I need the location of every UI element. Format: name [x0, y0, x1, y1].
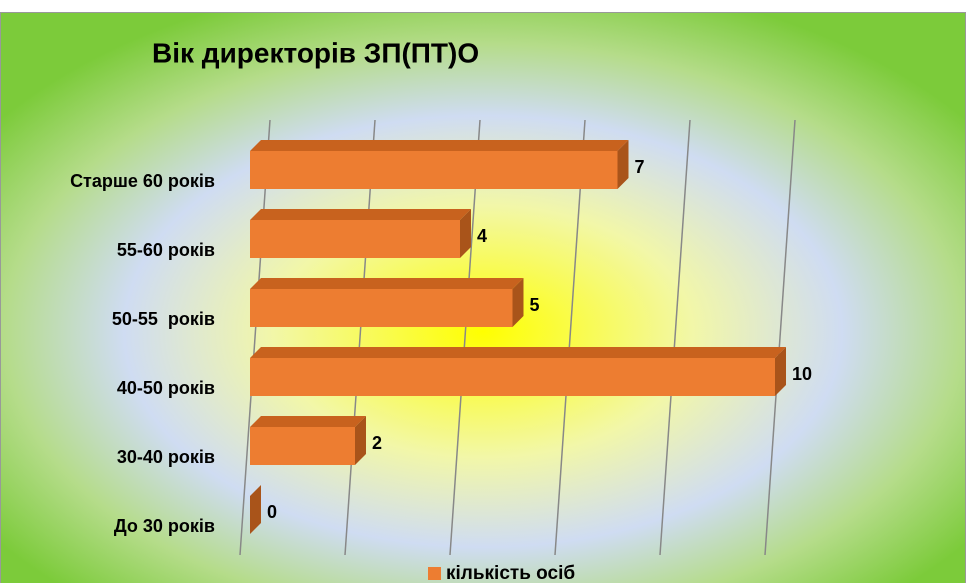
bar [250, 289, 513, 327]
grid-line [764, 119, 796, 556]
bar-side [617, 140, 629, 189]
legend-swatch [428, 567, 441, 580]
bar-top [250, 209, 471, 220]
bar-side [775, 347, 786, 396]
grid-line [659, 119, 691, 556]
y-tick-label: 50-55 років [112, 309, 215, 329]
bar-top [250, 347, 786, 358]
bar [250, 220, 460, 258]
data-label: 2 [372, 433, 382, 453]
bar-side [460, 209, 471, 258]
bar [250, 427, 355, 465]
grid-line [554, 119, 586, 556]
bar-top [250, 140, 629, 151]
y-tick-label: До 30 років [114, 516, 215, 536]
data-label: 10 [792, 364, 812, 384]
grid-line [344, 119, 376, 556]
y-tick-label: 55-60 років [117, 240, 215, 260]
data-label: 7 [635, 157, 645, 177]
legend-label: кількість осіб [446, 563, 575, 583]
data-label: 0 [267, 502, 277, 522]
y-tick-label: 30-40 років [117, 447, 215, 467]
bar-top [250, 278, 524, 289]
grid-line [449, 119, 481, 556]
bar-side [512, 278, 524, 327]
y-tick-label: Старше 60 років [70, 171, 215, 191]
bar [250, 358, 775, 396]
y-tick-label: 40-50 років [117, 378, 215, 398]
bar-top [250, 416, 366, 427]
data-label: 4 [477, 226, 487, 246]
grid-line [239, 119, 271, 556]
bar-side [355, 416, 366, 465]
bar [250, 151, 618, 189]
chart-title: Вік директорів ЗП(ПТ)О [152, 37, 479, 68]
data-label: 5 [530, 295, 540, 315]
bar-side [250, 485, 261, 534]
